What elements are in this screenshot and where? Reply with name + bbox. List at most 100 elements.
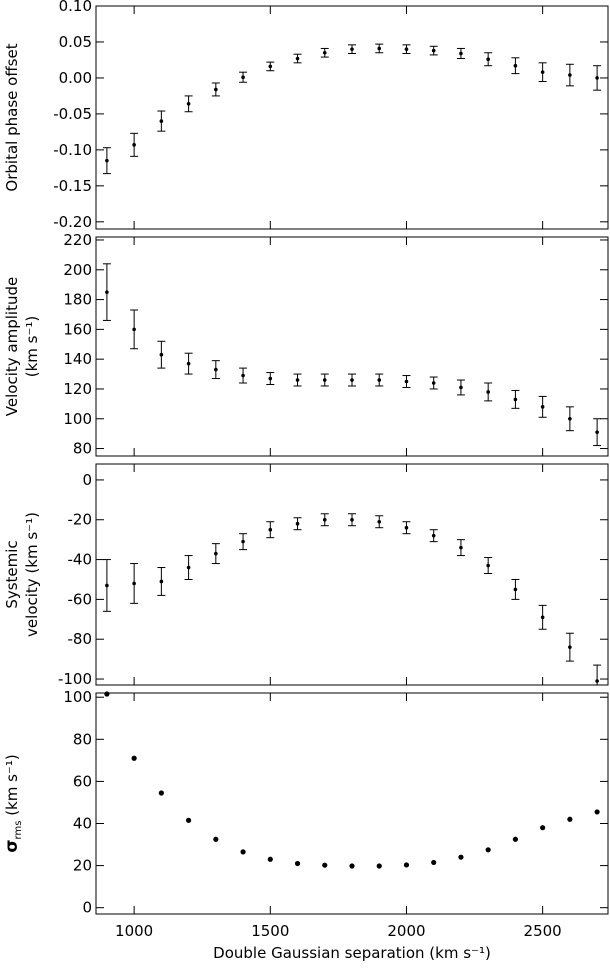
panel-4-point [213,836,219,842]
panel-3-ytick-label: -20 [68,511,93,529]
panel-2-point [431,381,436,385]
panel-2-point [459,385,463,390]
panel-2-point [268,376,273,381]
panel-3-point [431,533,436,538]
panel-2-point [105,290,109,294]
panel-4-ytick-label: 20 [73,857,92,875]
panel-4-ylabel: σrms (km s⁻¹) [2,754,24,852]
panel-3-point [268,527,273,532]
panel-4-ytick-label: 60 [73,772,92,790]
panel-2-point [486,390,490,394]
panel-3-point [350,517,354,522]
panel-4-point [403,862,410,868]
panel-1-point [159,119,164,123]
panel-1-frame [95,5,609,230]
panel-2-ytick-label: 120 [63,380,92,398]
panel-1-point [322,50,327,55]
panel-3-point [513,587,518,592]
panel-3-point [595,679,599,683]
panel-4-point [567,816,573,822]
panel-4-frame [95,692,609,915]
panel-3-point [105,583,109,588]
panel-2-point [513,397,518,402]
panel-3-point [568,645,572,649]
panel-3-ytick-label: -80 [68,630,93,648]
panel-4-point [485,847,491,853]
panel-4-point [349,863,355,869]
panel-3-point [186,565,191,570]
panel-1-point [513,63,518,68]
panel-4-point [376,863,382,869]
panel-1-ytick-label: 0.05 [59,33,92,51]
panel-4-point [240,849,246,855]
panel-1-point [350,47,354,51]
panel-4-point [322,862,328,868]
panel-1-point [186,102,191,106]
panel-1-ylabel: Orbital phase offset [3,43,21,191]
panel-2-ytick-label: 100 [63,410,92,428]
panel-1-ytick-label: -0.20 [53,213,92,231]
panel-3-point [159,579,164,584]
panel-3-ytick-label: -60 [68,590,93,608]
xtick-label: 2500 [524,922,562,940]
panel-4-point [294,860,301,867]
panel-3-ylabel: velocity (km s⁻¹) [23,512,41,637]
panel-2-point [241,373,245,378]
panel-2-point [595,430,599,434]
panel-4-point [512,836,519,842]
panel-4-point [540,825,546,831]
panel-4-ytick-label: 40 [73,814,92,832]
xtick-label: 1500 [251,922,289,940]
panel-3-point [295,521,300,526]
panel-3-frame [95,463,609,686]
panel-3-point [377,519,382,524]
panel-1-point [105,158,109,163]
panel-4-point [594,809,600,815]
panel-3-point [132,581,136,586]
panel-1-point [459,51,463,56]
panel-2-ytick-label: 80 [73,440,92,458]
xtick-label: 1000 [115,922,153,940]
panel-3-point [459,545,463,550]
panel-4-point [458,854,464,860]
panel-3-point [241,539,245,544]
panel-2-point [404,379,409,384]
panel-1-point [595,76,599,80]
panel-1-point [214,87,218,92]
panel-1-point [568,73,572,77]
panel-1-point [540,70,545,74]
panel-2-ytick-label: 220 [63,231,92,249]
panel-3-point [322,517,327,522]
panel-4-point [431,859,437,866]
panel-1-point [486,57,490,62]
panel-2-point [377,378,382,382]
panel-1-ytick-label: -0.15 [53,177,92,195]
panel-1-ytick-label: -0.10 [53,141,92,159]
panel-1-point [268,64,273,69]
panel-4-ytick-label: 0 [82,899,92,917]
panel-2-point [159,352,164,357]
panel-1-point [404,47,409,51]
panel-3-point [404,525,409,530]
panel-4-point [104,691,110,697]
panel-1-point [241,75,245,80]
panel-2-ytick-label: 160 [63,320,92,338]
panel-3-point [486,563,490,568]
panel-2-ytick-label: 180 [63,291,92,309]
panel-3-ytick-label: 0 [82,471,92,489]
panel-4-point [267,856,273,862]
panel-4-point [158,790,164,796]
panel-1-ytick-label: 0.10 [59,0,92,15]
panel-1-point [132,143,136,147]
panel-1-ytick-label: -0.05 [53,105,92,123]
panel-3-point [540,615,545,620]
panel-1-ytick-label: 0.00 [59,69,92,87]
panel-2-frame [95,236,609,457]
panel-4-ytick-label: 80 [73,730,92,748]
panel-1-point [377,46,382,51]
panel-2-point [295,378,300,382]
panel-3-ytick-label: -100 [58,670,92,688]
panel-2-point [568,416,572,421]
panel-4-point [185,817,192,823]
